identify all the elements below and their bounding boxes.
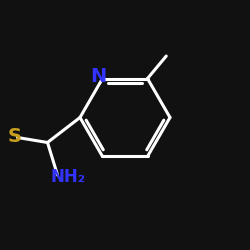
- Text: NH₂: NH₂: [50, 168, 85, 186]
- Text: N: N: [90, 67, 106, 86]
- Text: S: S: [8, 127, 22, 146]
